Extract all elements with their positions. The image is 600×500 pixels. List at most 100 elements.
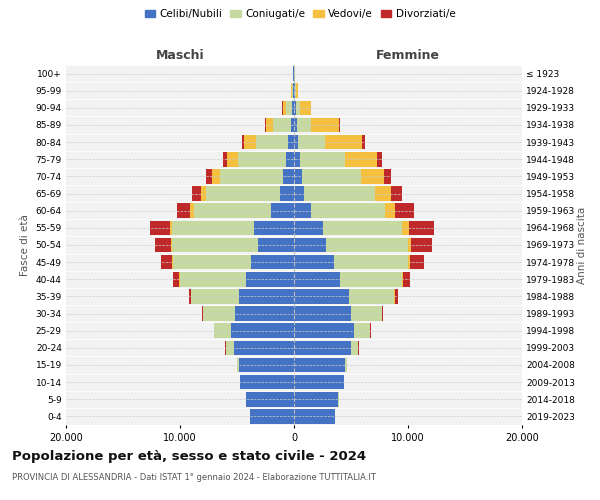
Bar [296,100,300,115]
Bar [395,204,414,218]
Bar [238,152,286,166]
Bar [214,324,232,338]
Bar [296,84,298,98]
Bar [384,169,391,184]
Bar [295,84,296,98]
Bar [294,100,296,115]
Bar [242,135,244,150]
Bar [294,375,344,390]
Bar [346,152,377,166]
Bar [172,220,254,235]
Bar [271,204,294,218]
Bar [311,204,385,218]
Bar [256,135,289,150]
Bar [362,135,365,150]
Bar [192,186,200,201]
Bar [290,118,294,132]
Bar [283,100,286,115]
Bar [241,375,294,390]
Bar [226,340,233,355]
Bar [294,272,340,286]
Bar [323,220,403,235]
Bar [294,169,302,184]
Bar [161,255,172,270]
Bar [403,220,409,235]
Bar [293,84,294,98]
Bar [151,220,170,235]
Bar [265,118,274,132]
Bar [239,358,294,372]
Bar [346,358,347,372]
Bar [283,169,294,184]
Bar [294,289,349,304]
Bar [339,118,340,132]
Bar [170,220,172,235]
Bar [235,306,294,321]
Bar [294,324,355,338]
Bar [232,324,294,338]
Bar [351,340,358,355]
Text: Maschi: Maschi [155,48,205,62]
Bar [395,289,398,304]
Bar [191,289,239,304]
Bar [212,169,220,184]
Bar [294,358,346,372]
Bar [289,135,294,150]
Bar [403,272,410,286]
Bar [294,152,300,166]
Bar [294,186,304,201]
Bar [294,238,326,252]
Bar [294,204,311,218]
Bar [375,186,391,201]
Bar [326,238,408,252]
Bar [292,84,293,98]
Bar [298,135,325,150]
Bar [237,358,239,372]
Bar [355,324,370,338]
Bar [294,118,297,132]
Legend: Celibi/Nubili, Coniugati/e, Vedovi/e, Divorziati/e: Celibi/Nubili, Coniugati/e, Vedovi/e, Di… [140,5,460,24]
Bar [294,306,351,321]
Bar [294,409,335,424]
Bar [408,255,410,270]
Bar [246,272,294,286]
Bar [302,169,361,184]
Bar [246,392,294,406]
Bar [292,100,294,115]
Bar [233,340,294,355]
Bar [294,392,338,406]
Bar [291,84,292,98]
Bar [297,118,311,132]
Bar [286,152,294,166]
Bar [382,306,383,321]
Y-axis label: Fasce di età: Fasce di età [20,214,30,276]
Bar [223,152,227,166]
Bar [412,238,432,252]
Bar [200,186,206,201]
Text: Popolazione per età, sesso e stato civile - 2024: Popolazione per età, sesso e stato civil… [12,450,366,463]
Bar [294,135,298,150]
Bar [250,409,294,424]
Bar [189,289,191,304]
Bar [194,204,271,218]
Bar [172,238,257,252]
Bar [286,100,292,115]
Bar [385,204,395,218]
Bar [227,152,238,166]
Bar [190,204,194,218]
Bar [340,272,403,286]
Bar [202,306,203,321]
Bar [239,289,294,304]
Bar [300,100,311,115]
Bar [206,169,212,184]
Bar [203,306,235,321]
Y-axis label: Anni di nascita: Anni di nascita [577,206,587,284]
Bar [251,255,294,270]
Bar [155,238,171,252]
Bar [349,289,394,304]
Bar [294,84,295,98]
Bar [244,135,256,150]
Bar [351,306,382,321]
Bar [171,238,172,252]
Bar [173,272,179,286]
